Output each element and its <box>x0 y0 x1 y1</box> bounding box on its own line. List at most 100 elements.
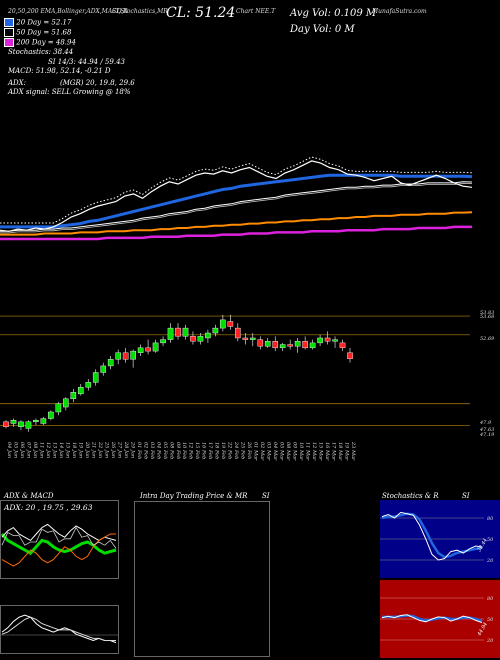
price-tick-label: 53.83 <box>480 310 494 316</box>
intraday-title: Intra Day Trading Price & MR <box>140 492 248 500</box>
candle-body <box>55 403 62 413</box>
candle-body <box>77 387 84 395</box>
candle-body <box>309 342 316 349</box>
date-tick-label: 25 Jan <box>103 441 109 458</box>
date-tick-label: 16 Mar <box>324 442 330 461</box>
date-tick-label: 05 Jan <box>12 442 18 458</box>
candle-body <box>205 332 211 339</box>
date-tick-label: 17 Feb <box>207 442 213 459</box>
candle-body <box>63 398 69 408</box>
price-tick-label: 47.19 <box>479 432 495 438</box>
candle-body <box>122 352 129 360</box>
price-tick-label: 47.9 <box>479 420 492 426</box>
candle-body <box>227 321 234 327</box>
date-tick-label: 01 Mar <box>253 442 259 461</box>
candle-body <box>220 319 226 329</box>
si-line <box>381 614 483 623</box>
ema200-line <box>0 211 473 236</box>
date-tick-label: 01 Feb <box>136 442 142 459</box>
candle-body <box>272 341 279 349</box>
date-tick-label: 24 Feb <box>233 441 239 459</box>
date-tick-label: 10 Mar <box>298 442 304 461</box>
date-tick-label: 02 Feb <box>142 442 148 459</box>
adx-values-label: (MGR) 20, 19.8, 29.6 <box>60 79 135 87</box>
date-tick-label: 22 Jan <box>97 441 103 458</box>
candle-body <box>324 337 331 342</box>
intraday-panel <box>134 501 270 657</box>
date-tick-label: 11 Jan <box>38 442 44 458</box>
date-tick-label: 26 Feb <box>246 441 252 459</box>
candle-body <box>347 352 353 359</box>
date-tick-label: 08 Jan <box>32 442 38 458</box>
candle-body <box>33 419 39 423</box>
date-tick-label: 11 Mar <box>305 442 311 461</box>
date-tick-label: 19 Feb <box>220 442 226 459</box>
date-tick-label: 03 Feb <box>149 442 155 459</box>
source-title: MunafaSutra.com <box>372 8 427 15</box>
date-tick-label: 04 Jan <box>6 442 12 458</box>
candle-body <box>70 392 77 400</box>
stoch-tick-label: 20 <box>486 558 494 564</box>
day-vol-label: Day Vol: 0 M <box>290 24 355 35</box>
bb_mid-line <box>0 225 472 241</box>
candle-body <box>107 359 114 367</box>
date-tick-label: 08 Mar <box>285 442 291 461</box>
date-tick-label: 23 Mar <box>350 441 356 461</box>
di_minus-line <box>1 533 116 567</box>
candle-body <box>235 327 241 339</box>
ema20-line <box>0 173 473 229</box>
date-tick-label: 12 Feb <box>188 442 194 459</box>
stoch-si-tag: SI <box>462 492 470 500</box>
stoch-title: Stochastics & R <box>382 492 439 500</box>
adx-signal-line <box>1 526 117 549</box>
upper-band-line <box>0 156 473 224</box>
legend-ema50: 50 Day = 51.68 <box>4 28 71 37</box>
ema200-label: 200 Day = 48.94 <box>16 38 76 47</box>
date-tick-label: 07 Jan <box>25 442 31 458</box>
candle-body <box>85 382 92 388</box>
date-tick-label: 09 Mar <box>292 442 298 461</box>
intraday-si-tag: SI <box>262 492 270 500</box>
stoch-k-line <box>381 511 483 561</box>
price-line <box>0 160 473 232</box>
date-tick-label: 15 Feb <box>194 442 200 459</box>
si-value-label: SI 14/3: 44.94 / 59.43 <box>48 58 125 66</box>
date-tick-label: 14 Jan <box>58 442 64 458</box>
date-tick-label: 15 Jan <box>64 442 70 458</box>
candle-body <box>137 347 144 353</box>
candle-body <box>339 342 346 349</box>
candle-body <box>152 342 159 352</box>
candle-body <box>92 372 99 383</box>
ema20-swatch <box>4 18 14 27</box>
legend-ema200: 200 Day = 48.94 <box>4 38 76 47</box>
candle-body <box>18 421 24 427</box>
date-tick-label: 12 Jan <box>45 442 51 458</box>
date-tick-label: 25 Feb <box>240 441 246 459</box>
adx-value-label: ADX: 20 , 19.75 , 29.63 <box>3 503 93 512</box>
date-tick-label: 06 Jan <box>19 442 25 458</box>
si-tick-label: 80 <box>487 596 494 602</box>
price-tick-label: 47.63 <box>479 427 494 433</box>
date-tick-label: 09 Feb <box>175 442 181 459</box>
candle-body <box>257 339 264 347</box>
lower-band-line <box>0 182 473 234</box>
candle-body <box>115 352 121 360</box>
date-tick-label: 15 Mar <box>318 442 324 461</box>
date-tick-label: 19 Mar <box>344 442 350 461</box>
date-tick-label: 05 Mar <box>279 442 285 461</box>
adx-signal-label: ADX signal: SELL Growing @ 18% <box>8 88 131 96</box>
macd-label: MACD: 51.98, 52.14, -0.21 D <box>8 67 111 75</box>
ema200-swatch <box>4 38 14 47</box>
date-tick-label: 18 Feb <box>214 442 220 459</box>
date-tick-label: 27 Jan <box>116 441 122 458</box>
date-tick-label: 18 Mar <box>337 442 343 461</box>
legend-ema20: 20 Day = 52.17 <box>4 18 71 27</box>
candle-body <box>197 336 204 342</box>
stoch-tick-label: 50 <box>487 537 494 543</box>
si-tick-label: 20 <box>486 638 494 644</box>
candle-body <box>3 421 9 427</box>
candle-body <box>48 411 54 419</box>
date-tick-label: 16 Feb <box>201 442 207 459</box>
candle-body <box>160 339 166 344</box>
